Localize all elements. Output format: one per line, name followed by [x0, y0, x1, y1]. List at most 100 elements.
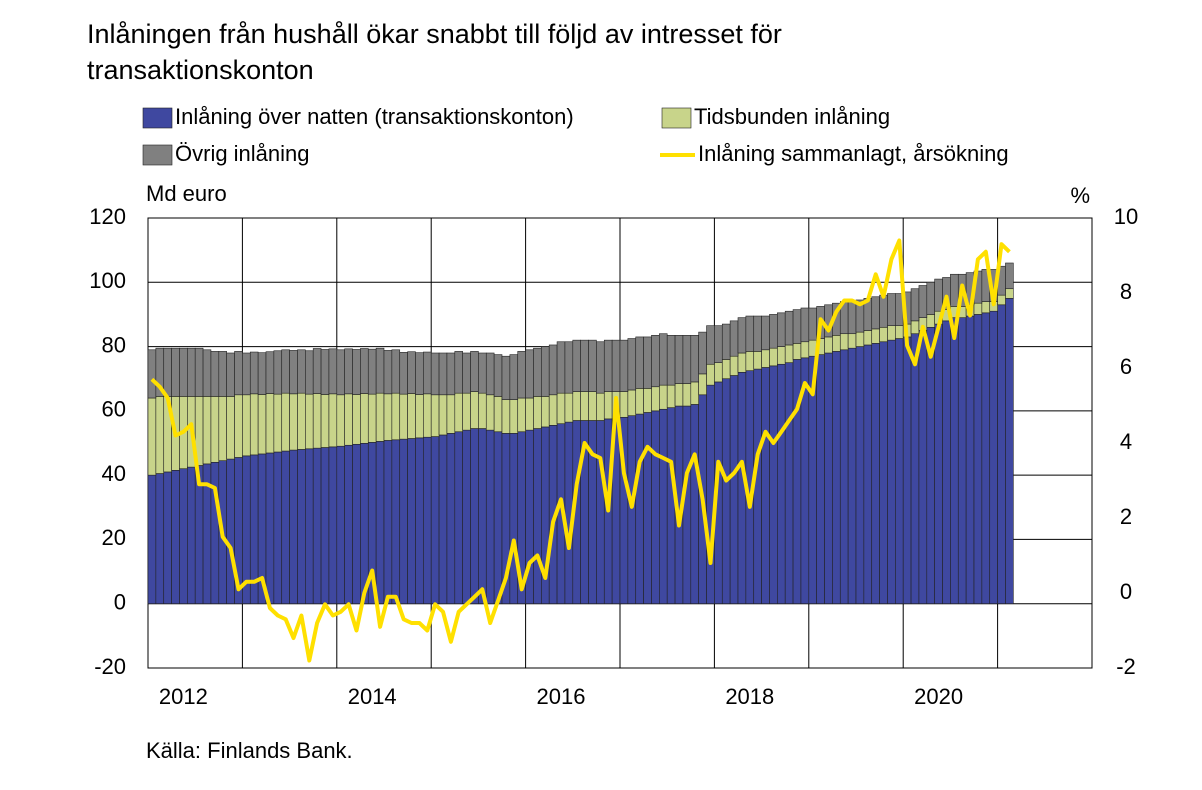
legend-swatch — [142, 107, 173, 129]
bar-segment — [721, 323, 731, 360]
bar-segment — [879, 326, 888, 343]
bar-segment — [438, 394, 448, 436]
bar-segment — [950, 273, 959, 307]
bar-segment — [281, 450, 290, 605]
bar-segment — [879, 294, 888, 328]
bar-segment — [509, 433, 519, 605]
bar-segment — [305, 393, 314, 450]
bar-segment — [659, 333, 668, 386]
bar-segment — [603, 339, 613, 392]
y-tick-label: 0 — [114, 590, 126, 615]
bar-segment — [257, 394, 267, 455]
bar-segment — [596, 420, 605, 605]
bar-segment — [375, 347, 385, 394]
bar-segment — [297, 392, 306, 450]
y2-tick-label: 6 — [1120, 354, 1132, 379]
bar-segment — [902, 336, 912, 605]
y-tick-label: 20 — [102, 525, 126, 550]
source-note: Källa: Finlands Bank. — [146, 738, 353, 763]
bar-segment — [446, 352, 456, 396]
bar-segment — [596, 341, 605, 394]
bar-segment — [407, 351, 416, 394]
bar-segment — [344, 393, 353, 446]
bar-segment — [950, 317, 959, 605]
bar-segment — [281, 392, 290, 452]
bar-segment — [832, 335, 841, 352]
bar-segment — [501, 399, 511, 434]
bar-segment — [895, 325, 904, 339]
bar-segment — [249, 393, 259, 456]
bar-segment — [714, 362, 723, 383]
bar-segment — [753, 315, 762, 352]
bar-segment — [281, 349, 290, 394]
bar-segment — [777, 346, 786, 365]
bar-segment — [312, 348, 322, 394]
bar-segment — [187, 347, 196, 397]
bar-segment — [690, 404, 699, 605]
legend-swatch — [142, 144, 173, 166]
bar-segment — [816, 354, 825, 605]
y2-axis-label: % — [1070, 183, 1090, 208]
legend-swatch — [661, 107, 692, 129]
bar-segment — [847, 301, 857, 335]
bar-segment — [839, 333, 849, 351]
bar-segment — [847, 333, 857, 349]
bar-segment — [273, 451, 283, 605]
bar-segment — [226, 396, 235, 460]
bar-segment — [360, 348, 369, 394]
bar-segment — [666, 407, 676, 605]
bar-segment — [367, 348, 377, 395]
bar-segment — [297, 449, 306, 605]
bar-segment — [635, 336, 644, 389]
bar-segment — [415, 394, 424, 439]
bar-segment — [863, 330, 873, 346]
bar-segment — [808, 307, 817, 341]
bar-segment — [265, 393, 275, 454]
bar-segment — [887, 325, 896, 341]
bar-segment — [643, 336, 652, 389]
bar-segment — [462, 392, 471, 431]
bar-segment — [147, 397, 157, 476]
bar-segment — [847, 347, 857, 605]
bar-segment — [863, 344, 873, 605]
bar-segment — [855, 331, 865, 347]
chart-title: Inlåningen från hushåll ökar snabbt till… — [87, 19, 782, 49]
bar-segment — [871, 343, 880, 605]
bar-segment — [690, 381, 699, 405]
bar-segment — [1005, 262, 1014, 290]
bar-segment — [832, 351, 841, 605]
bar-segment — [289, 393, 298, 451]
bar-segment — [202, 396, 212, 465]
bar-segment — [375, 441, 385, 605]
bar-segment — [918, 330, 928, 605]
bar-segment — [887, 293, 896, 326]
bar-segment — [305, 350, 314, 395]
bar-segment — [194, 347, 204, 397]
bar-segment — [682, 383, 692, 407]
bar-segment — [997, 304, 1006, 605]
bar-segment — [643, 388, 652, 413]
bar-segment — [729, 320, 739, 357]
bar-segment — [289, 449, 298, 605]
bar-segment — [887, 339, 896, 605]
bar-segment — [824, 336, 833, 354]
bar-segment — [800, 307, 810, 343]
bar-segment — [147, 474, 157, 605]
bar-segment — [155, 396, 165, 474]
bar-segment — [320, 349, 330, 395]
bar-segment — [651, 386, 660, 412]
bar-segment — [391, 392, 401, 441]
bar-segment — [446, 394, 456, 434]
bar-segment — [352, 394, 361, 445]
bar-segment — [690, 335, 699, 383]
bar-segment — [588, 391, 597, 421]
bar-segment — [155, 473, 165, 605]
bar-segment — [423, 393, 432, 438]
bar-segment — [957, 317, 967, 605]
bar-segment — [745, 351, 755, 371]
bar-segment — [777, 363, 786, 605]
bar-segment — [572, 391, 581, 421]
bar-segment — [871, 328, 880, 344]
bar-segment — [541, 346, 550, 397]
bar-segment — [171, 470, 180, 605]
